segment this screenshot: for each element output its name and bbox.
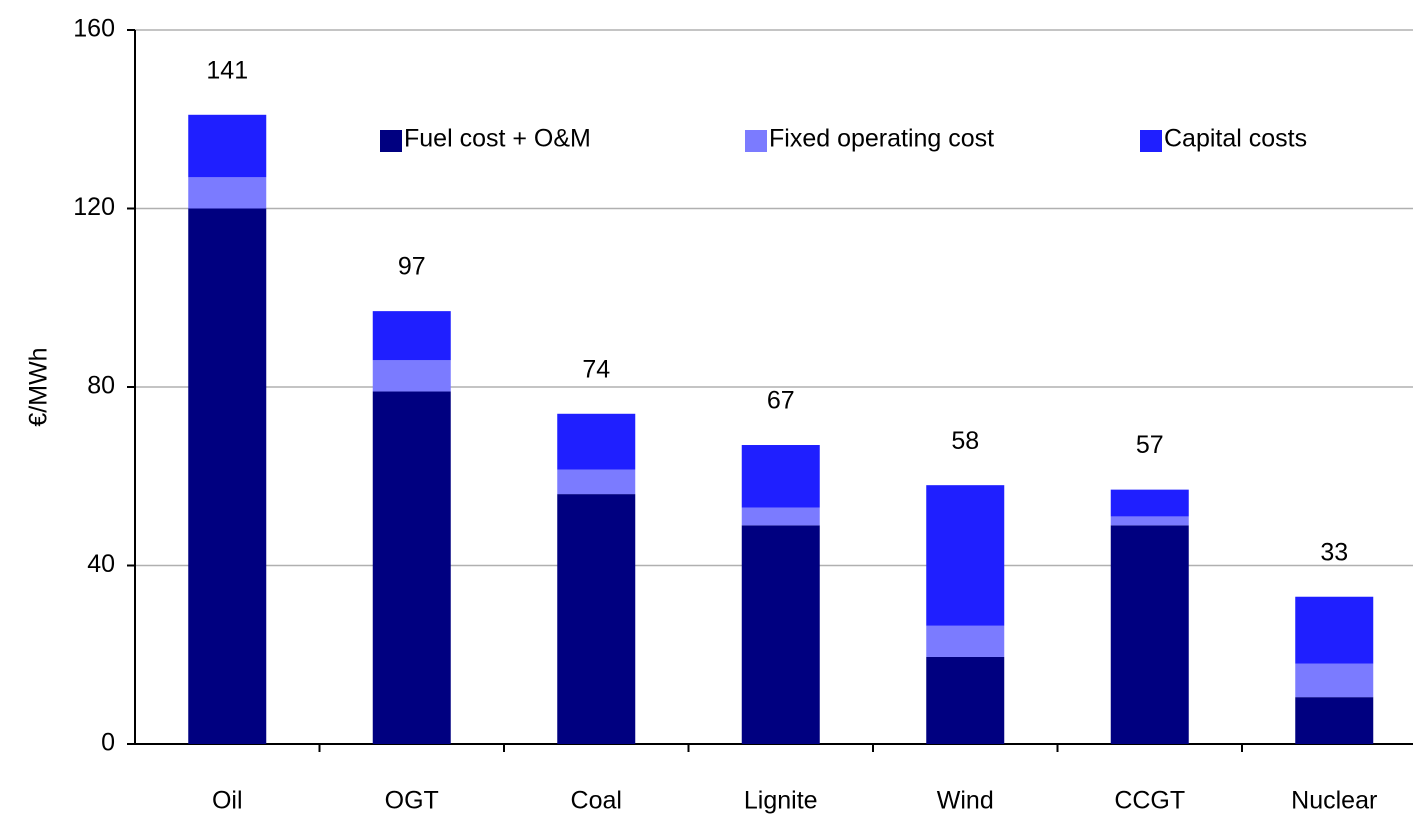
total-label: 67 — [767, 387, 795, 415]
bar-segment — [1110, 489, 1189, 517]
legend-label: Fixed operating cost — [769, 125, 994, 153]
y-tick-label: 0 — [101, 729, 115, 757]
bar-segment — [1295, 596, 1374, 664]
bar-segment — [1295, 697, 1374, 744]
bar-segment — [1110, 525, 1189, 744]
bar-segment — [188, 208, 267, 744]
bar-segment — [188, 177, 267, 209]
total-label: 57 — [1136, 431, 1164, 459]
bar-segment — [1295, 663, 1374, 698]
bar-segment — [557, 469, 636, 495]
bar-segment — [372, 360, 451, 392]
total-label: 141 — [206, 56, 248, 84]
y-tick-label: 80 — [87, 372, 115, 400]
x-tick-label: Oil — [212, 787, 243, 815]
total-label: 74 — [582, 355, 610, 383]
x-tick-label: CCGT — [1114, 787, 1185, 815]
legend-swatch — [745, 130, 767, 152]
total-label: 58 — [951, 427, 979, 455]
y-tick-label: 40 — [87, 550, 115, 578]
legend-swatch — [1140, 130, 1162, 152]
legend-label: Capital costs — [1164, 125, 1307, 153]
y-tick-label: 120 — [73, 193, 115, 221]
bar-segment — [741, 525, 820, 744]
bar-segment — [188, 114, 267, 178]
x-tick-label: Nuclear — [1291, 787, 1377, 815]
bar-segment — [741, 445, 820, 508]
x-tick-label: Coal — [571, 787, 622, 815]
legend-swatch — [380, 130, 402, 152]
bar-segment — [372, 311, 451, 361]
bar-segment — [1110, 516, 1189, 526]
bar-segment — [926, 625, 1005, 657]
x-tick-label: OGT — [385, 787, 439, 815]
bar-segment — [372, 391, 451, 744]
total-label: 97 — [398, 253, 426, 281]
x-tick-label: Lignite — [744, 787, 818, 815]
y-tick-label: 160 — [73, 15, 115, 43]
bar-segment — [926, 656, 1005, 744]
bar-segment — [557, 413, 636, 470]
bar-segment — [741, 507, 820, 526]
total-label: 33 — [1320, 538, 1348, 566]
legend-label: Fuel cost + O&M — [404, 125, 591, 153]
y-axis-label: €/MWh — [25, 347, 53, 426]
bar-segment — [926, 485, 1005, 626]
bar-segment — [557, 494, 636, 744]
x-tick-label: Wind — [937, 787, 994, 815]
